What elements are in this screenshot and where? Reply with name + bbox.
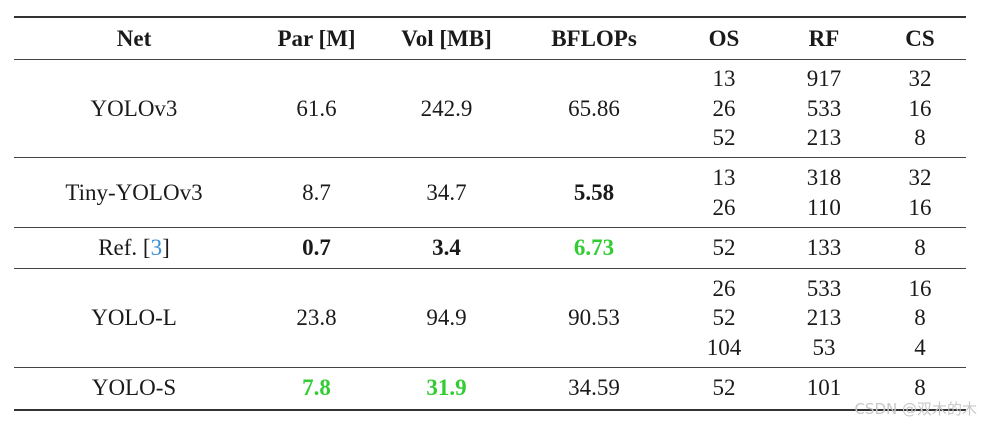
ref-suffix: ] bbox=[162, 235, 170, 260]
comparison-table-container: Net Par [M] Vol [MB] BFLOPs OS RF CS YOL… bbox=[14, 16, 966, 411]
header-bflops: BFLOPs bbox=[551, 25, 637, 51]
cell-par: 7.8 bbox=[302, 375, 331, 401]
cell-net: Tiny-YOLOv3 bbox=[65, 179, 203, 205]
cell-net: YOLOv3 bbox=[90, 95, 178, 121]
header-par: Par [M] bbox=[277, 25, 356, 51]
cell-os: 52 bbox=[712, 375, 736, 401]
cell-rf-value: 917 bbox=[806, 66, 842, 92]
table-row: YOLOv3 61.6 242.9 65.86 13 26 52 917 533… bbox=[14, 60, 966, 158]
cell-rf-value: 53 bbox=[812, 334, 836, 360]
row-group-ref: Ref. [3] 0.7 3.4 6.73 52 133 8 bbox=[14, 228, 966, 269]
cell-os-value: 13 bbox=[712, 165, 736, 190]
cell-os-value: 13 bbox=[712, 66, 736, 92]
header-os: OS bbox=[708, 25, 740, 51]
cell-par: 61.6 bbox=[296, 95, 337, 121]
cell-vol: 34.7 bbox=[426, 179, 467, 205]
cell-cs: 8 bbox=[914, 235, 926, 260]
cell-os: 26 52 104 bbox=[674, 269, 774, 368]
header-net: Net bbox=[116, 25, 152, 51]
cell-par: 8.7 bbox=[302, 179, 331, 205]
table-row: YOLO-S 7.8 31.9 34.59 52 101 8 bbox=[14, 368, 966, 410]
table-row: Ref. [3] 0.7 3.4 6.73 52 133 8 bbox=[14, 228, 966, 269]
cell-rf: 101 bbox=[806, 375, 842, 401]
cell-rf-value: 213 bbox=[806, 305, 842, 331]
row-group-yolov3: YOLOv3 61.6 242.9 65.86 13 26 52 917 533… bbox=[14, 60, 966, 158]
cell-rf: 318 110 bbox=[774, 158, 874, 228]
cell-cs-value: 8 bbox=[914, 305, 926, 331]
table-row: YOLO-L 23.8 94.9 90.53 26 52 104 533 213… bbox=[14, 269, 966, 368]
cell-net: Ref. [3] bbox=[14, 228, 254, 269]
row-group-yolo-l: YOLO-L 23.8 94.9 90.53 26 52 104 533 213… bbox=[14, 269, 966, 368]
header-cs: CS bbox=[905, 25, 935, 51]
cell-rf-value: 318 bbox=[806, 165, 842, 190]
cell-rf-value: 533 bbox=[806, 275, 842, 301]
cell-vol: 3.4 bbox=[432, 235, 461, 260]
cell-par: 0.7 bbox=[302, 235, 331, 260]
cell-os: 13 26 52 bbox=[674, 60, 774, 158]
cell-cs-value: 32 bbox=[908, 66, 932, 92]
cell-rf-value: 533 bbox=[806, 95, 842, 121]
cell-net: YOLO-S bbox=[91, 375, 177, 401]
header-rf: RF bbox=[808, 25, 840, 51]
cell-bflops: 90.53 bbox=[568, 305, 620, 330]
network-comparison-table: Net Par [M] Vol [MB] BFLOPs OS RF CS YOL… bbox=[14, 16, 966, 411]
cell-rf-value: 110 bbox=[807, 194, 841, 220]
cell-cs-value: 32 bbox=[908, 165, 932, 190]
cell-rf: 533 213 53 bbox=[774, 269, 874, 368]
cell-os: 13 26 bbox=[674, 158, 774, 228]
cell-os-value: 52 bbox=[712, 305, 736, 331]
cell-cs-value: 16 bbox=[908, 194, 932, 220]
cell-os-value: 26 bbox=[712, 194, 736, 220]
cell-cs: 32 16 8 bbox=[874, 60, 966, 158]
cell-vol: 31.9 bbox=[426, 375, 467, 401]
cell-bflops: 65.86 bbox=[568, 95, 620, 121]
cell-bflops: 6.73 bbox=[573, 235, 615, 260]
table-row: Tiny-YOLOv3 8.7 34.7 5.58 13 26 318 110 … bbox=[14, 158, 966, 228]
cell-os: 52 bbox=[712, 235, 736, 260]
citation-link[interactable]: 3 bbox=[150, 235, 163, 260]
cell-rf: 133 bbox=[806, 235, 842, 260]
cell-os-value: 26 bbox=[712, 275, 736, 301]
cell-bflops: 5.58 bbox=[573, 179, 615, 205]
cell-cs-value: 8 bbox=[914, 125, 926, 151]
cell-vol: 242.9 bbox=[420, 95, 473, 121]
ref-prefix: Ref. [ bbox=[98, 235, 151, 260]
cell-net: YOLO-L bbox=[91, 305, 177, 330]
cell-cs: 8 bbox=[914, 375, 926, 401]
cell-rf: 917 533 213 bbox=[774, 60, 874, 158]
cell-cs-value: 16 bbox=[908, 95, 932, 121]
header-vol: Vol [MB] bbox=[401, 25, 492, 51]
cell-os-value: 104 bbox=[706, 334, 742, 360]
row-group-yolo-s: YOLO-S 7.8 31.9 34.59 52 101 8 bbox=[14, 368, 966, 410]
cell-vol: 94.9 bbox=[426, 305, 467, 330]
cell-cs-value: 4 bbox=[914, 334, 926, 360]
cell-rf-value: 213 bbox=[806, 125, 842, 151]
table-header-row: Net Par [M] Vol [MB] BFLOPs OS RF CS bbox=[14, 17, 966, 60]
watermark: CSDN @双木的木 bbox=[854, 400, 977, 418]
cell-cs: 16 8 4 bbox=[874, 269, 966, 368]
cell-par: 23.8 bbox=[296, 305, 337, 330]
cell-os-value: 26 bbox=[712, 95, 736, 121]
cell-cs-value: 16 bbox=[908, 275, 932, 301]
cell-cs: 32 16 bbox=[874, 158, 966, 228]
cell-bflops: 34.59 bbox=[568, 375, 620, 401]
cell-os-value: 52 bbox=[712, 125, 736, 151]
row-group-tiny-yolov3: Tiny-YOLOv3 8.7 34.7 5.58 13 26 318 110 … bbox=[14, 158, 966, 228]
